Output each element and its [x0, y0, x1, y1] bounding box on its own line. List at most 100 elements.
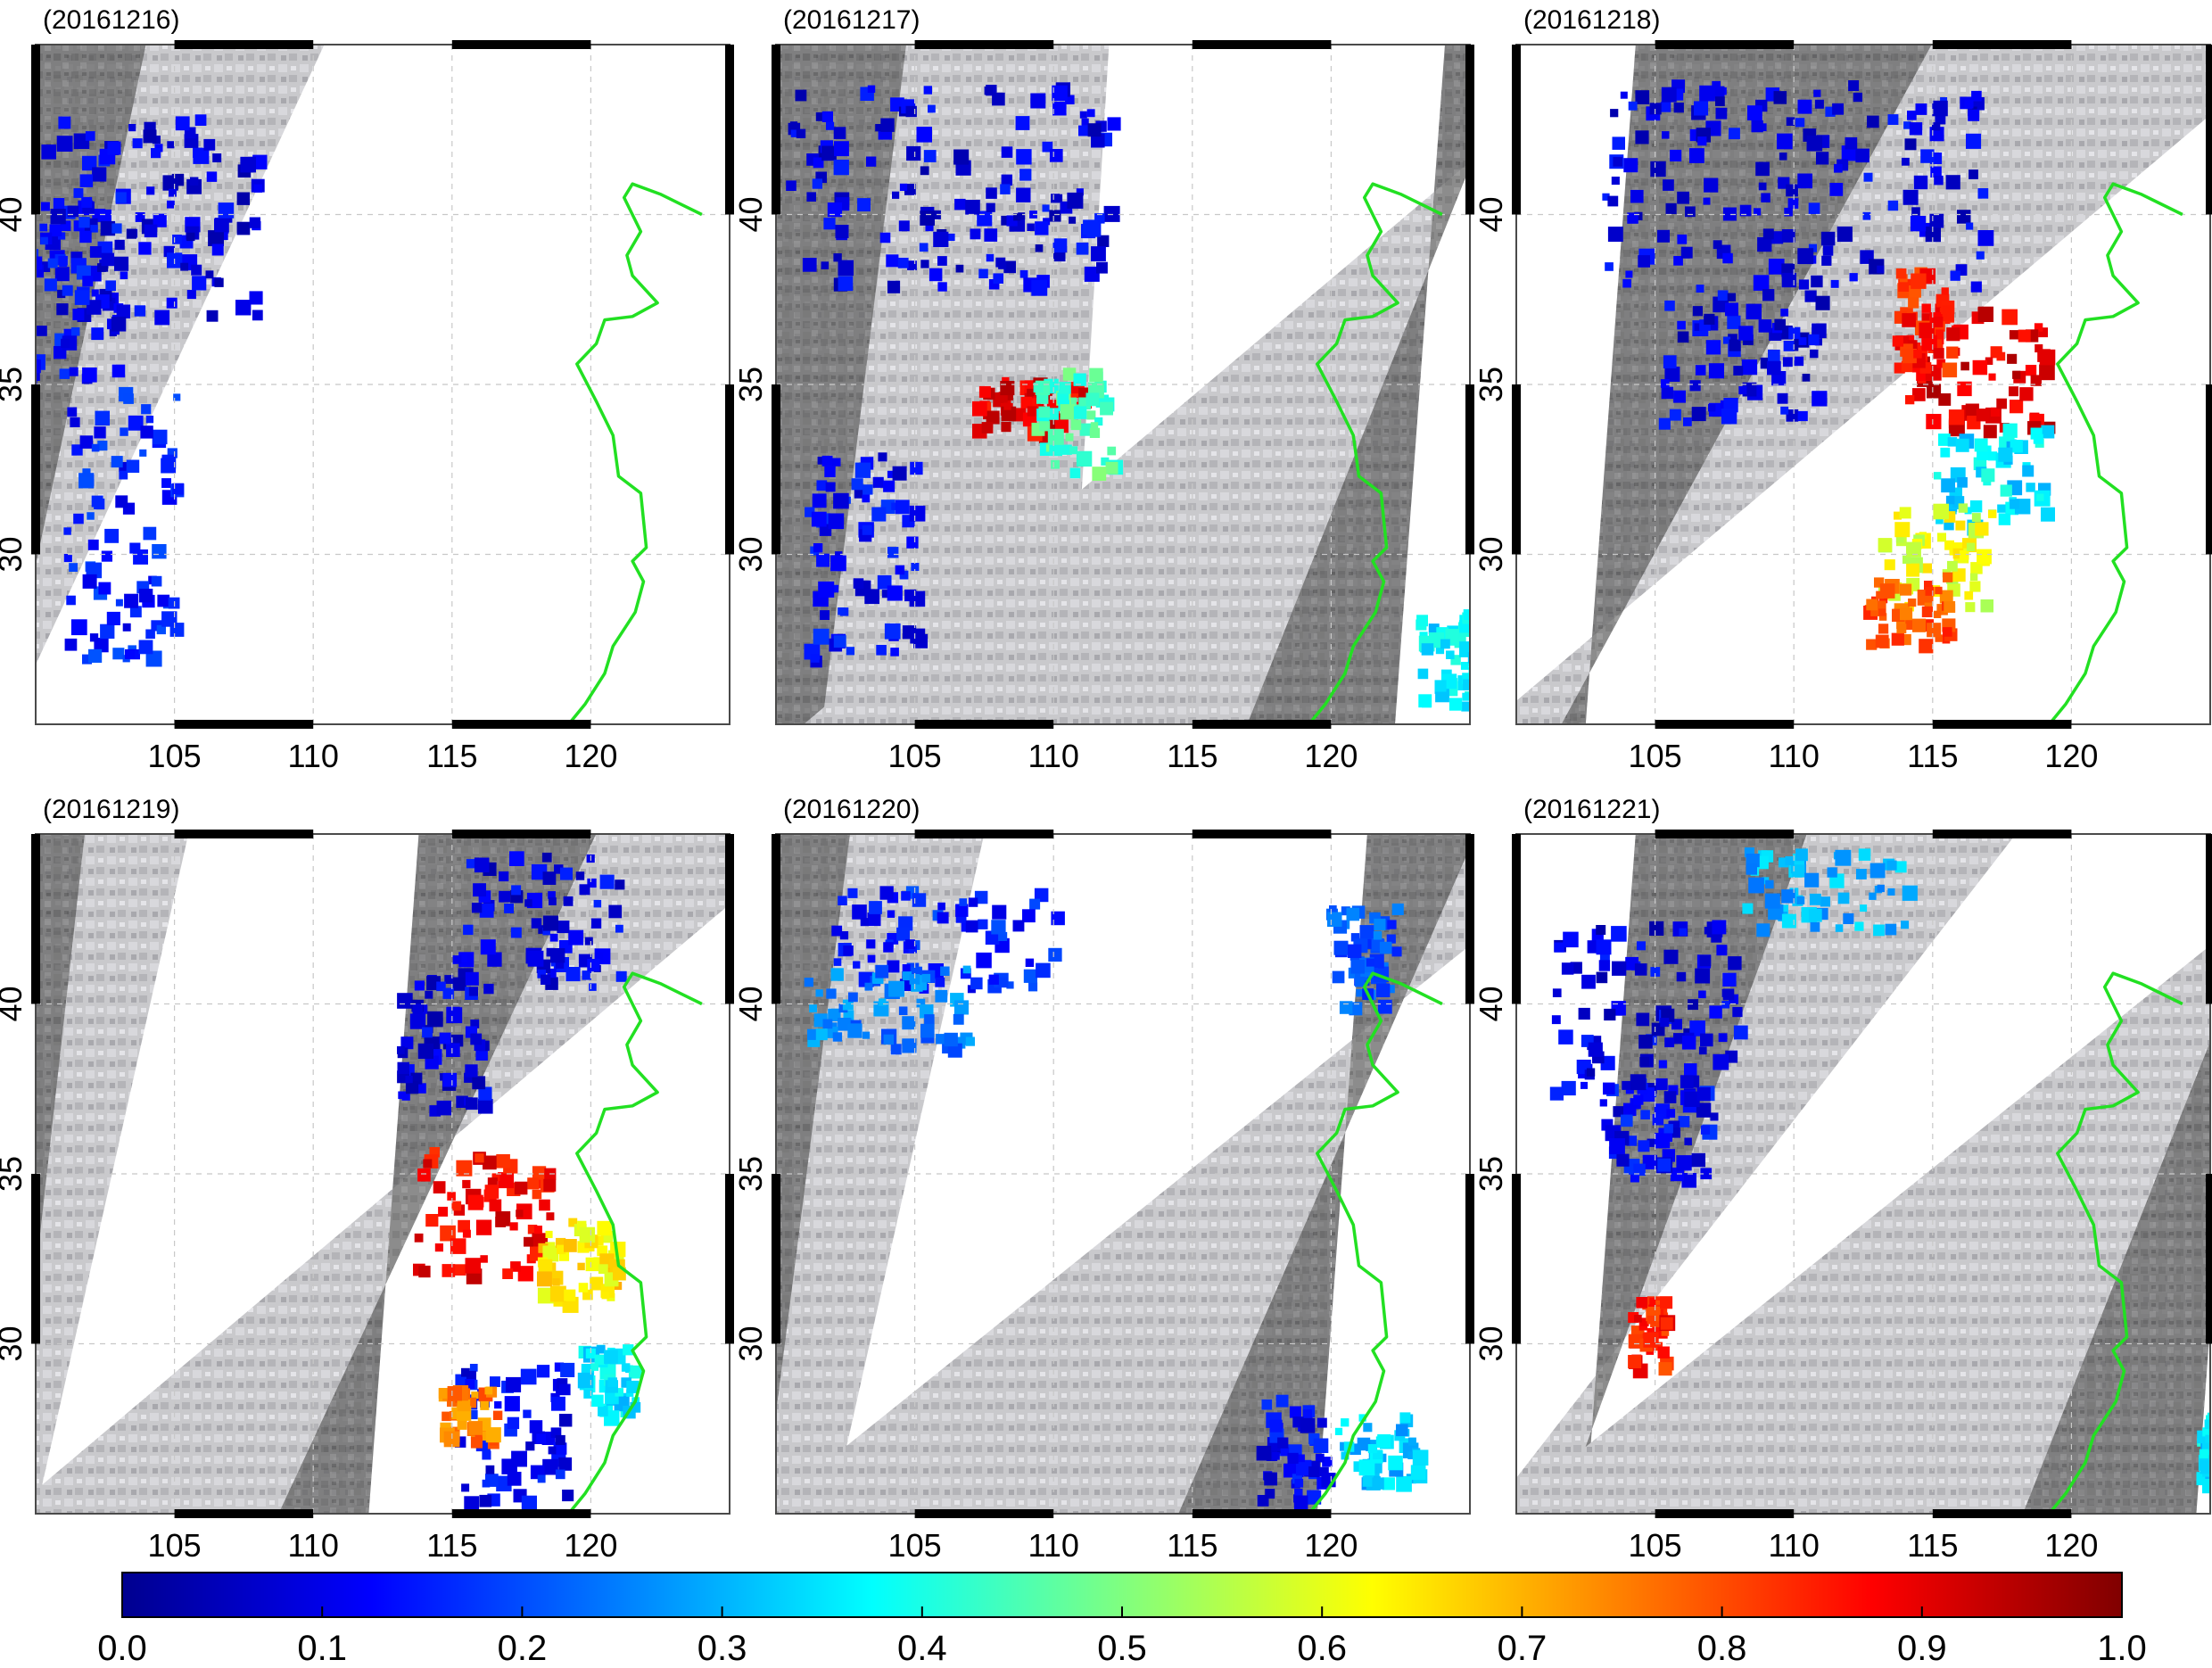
aod-pixel [2026, 483, 2035, 492]
aod-pixel [815, 1028, 828, 1041]
aod-pixel [827, 202, 843, 218]
aod-pixel [942, 1044, 952, 1054]
aod-pixel [397, 1061, 409, 1075]
aod-pixel [1969, 500, 1983, 513]
panels-layer: (20161216) 105 110 115 120 30 35 40 (20161217) 10… [0, 5, 2212, 1564]
aod-pixel [598, 1264, 608, 1275]
aod-pixel [804, 978, 813, 987]
aod-pixel [828, 513, 845, 530]
aod-pixel [452, 955, 462, 964]
aod-pixel [1386, 985, 1395, 994]
aod-pixel [916, 127, 932, 143]
aod-pixel [1467, 652, 1470, 664]
aod-pixel [1086, 109, 1095, 118]
aod-pixel [834, 141, 849, 157]
aod-pixel [532, 1189, 542, 1200]
aod-pixel [1673, 256, 1683, 266]
aod-pixel [924, 1014, 935, 1025]
aod-pixel [15, 252, 26, 263]
aod-pixel [1588, 1042, 1603, 1057]
aod-pixel [557, 1378, 568, 1389]
aod-pixel [124, 593, 139, 608]
aod-pixel [1030, 93, 1046, 109]
border-segment [914, 1509, 1054, 1518]
aod-pixel [937, 256, 947, 266]
aod-pixel [542, 915, 558, 931]
aod-pixel [2025, 365, 2037, 376]
border-segment [1512, 45, 1521, 215]
aod-pixel [1932, 122, 1941, 131]
aod-pixel [2002, 309, 2018, 326]
aod-pixel [821, 455, 833, 467]
aod-pixel [1633, 1094, 1644, 1105]
aod-pixel [44, 278, 57, 292]
aod-pixel [1964, 507, 1972, 515]
aod-pixel [955, 904, 969, 917]
aod-pixel [63, 554, 72, 563]
aod-pixel [1663, 1124, 1673, 1134]
aod-pixel [554, 1442, 567, 1455]
aod-pixel [842, 999, 854, 1011]
aod-pixel [119, 462, 129, 473]
aod-pixel [1786, 184, 1798, 197]
aod-pixel [491, 1173, 500, 1182]
aod-pixel [1711, 931, 1722, 943]
aod-pixel [1727, 315, 1741, 329]
aod-pixel [1774, 318, 1786, 331]
border-segment [174, 830, 314, 838]
border-segment [451, 830, 591, 838]
aod-pixel [57, 289, 66, 299]
aod-pixel [1637, 941, 1646, 951]
aod-pixel [1808, 202, 1820, 214]
aod-pixel [869, 901, 882, 914]
aod-pixel [1379, 941, 1392, 954]
border-segment [174, 1509, 314, 1518]
aod-pixel [1297, 1454, 1305, 1463]
aod-pixel [1612, 136, 1625, 150]
aod-pixel [815, 111, 825, 121]
aod-pixel [1596, 939, 1612, 955]
aod-pixel [1605, 262, 1614, 271]
aod-pixel [1902, 885, 1918, 901]
aod-pixel [965, 920, 978, 933]
aod-pixel [965, 200, 980, 215]
aod-pixel [615, 924, 623, 933]
lat-tick-label: 40 [732, 986, 769, 1021]
aod-pixel [1688, 999, 1698, 1011]
aod-pixel [143, 526, 157, 541]
aod-pixel [597, 1345, 606, 1354]
aod-pixel [1932, 100, 1948, 117]
aod-pixel [1327, 912, 1342, 927]
aod-pixel [1382, 1477, 1395, 1490]
aod-pixel [931, 210, 941, 219]
aod-pixel [1407, 1437, 1416, 1446]
aod-pixel [1797, 410, 1808, 422]
aod-pixel [898, 916, 913, 931]
lon-tick-label: 105 [888, 1527, 942, 1564]
aod-pixel [132, 138, 143, 149]
aod-pixel [2019, 387, 2034, 401]
aod-pixel [1902, 555, 1911, 564]
aod-pixel [1016, 187, 1031, 202]
aod-pixel [1684, 1091, 1700, 1107]
aod-pixel [1549, 1086, 1564, 1101]
aod-pixel [558, 1383, 571, 1396]
aod-pixel [1635, 130, 1649, 145]
aod-pixel [91, 443, 100, 452]
aod-pixel [1765, 879, 1774, 889]
aod-pixel [833, 635, 846, 648]
aod-pixel [1679, 928, 1687, 937]
aod-pixel [145, 650, 162, 667]
aod-pixel [423, 1159, 433, 1168]
aod-pixel [79, 174, 94, 187]
aod-pixel [564, 1239, 577, 1252]
aod-pixel [1076, 450, 1093, 467]
aod-pixel [190, 177, 199, 186]
aod-pixel [866, 156, 877, 167]
aod-pixel [111, 364, 126, 378]
aod-pixel [463, 924, 474, 936]
aod-pixel [1634, 211, 1643, 220]
colorbar-tick-label: 0.1 [297, 1629, 347, 1668]
aod-pixel [541, 852, 552, 863]
aod-pixel [1664, 301, 1675, 311]
